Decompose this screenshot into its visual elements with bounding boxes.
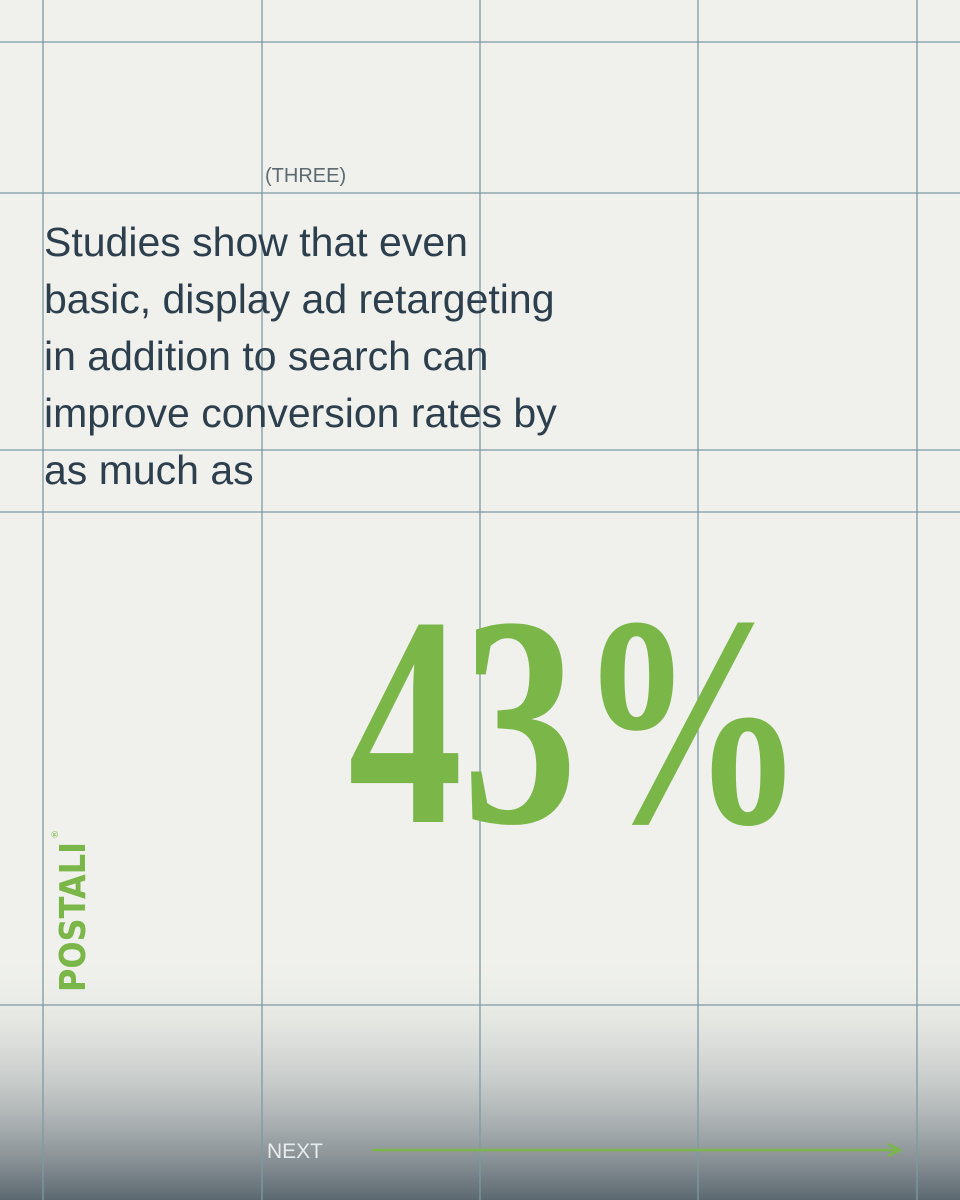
body-line: Studies show that even: [44, 219, 468, 265]
kicker: (THREE): [265, 165, 346, 187]
brand-mark: ®: [51, 830, 61, 839]
body-line: as much as: [44, 447, 254, 493]
arrow-head: [887, 1142, 903, 1158]
brand-logo: POSTALI ®: [51, 830, 94, 992]
next-label[interactable]: NEXT: [267, 1140, 323, 1163]
next-arrow[interactable]: [372, 1142, 903, 1158]
body-line: basic, display ad retargeting: [44, 276, 555, 322]
body-line: in addition to search can: [44, 333, 488, 379]
stat: 43%: [348, 555, 806, 887]
body-line: improve conversion rates by: [44, 390, 557, 436]
body-text: Studies show that even basic, display ad …: [44, 219, 557, 493]
brand: POSTALI: [53, 842, 94, 992]
